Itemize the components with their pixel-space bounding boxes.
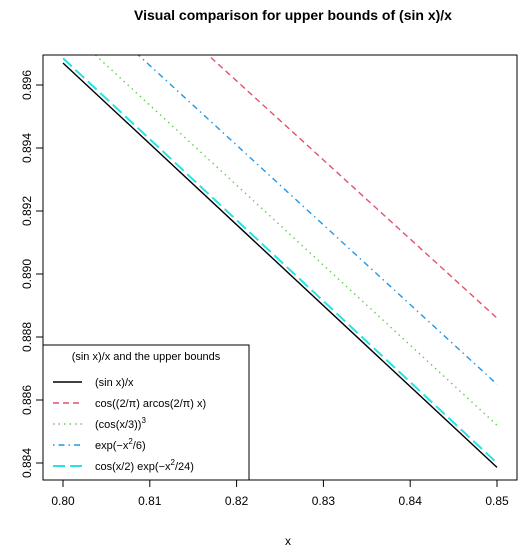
y-tick-label: 0.888	[20, 322, 34, 352]
x-tick-label: 0.81	[138, 494, 162, 508]
y-tick-label: 0.886	[20, 385, 34, 415]
x-tick-label: 0.80	[51, 494, 75, 508]
y-tick-label: 0.894	[20, 133, 34, 163]
legend-box	[42, 344, 250, 481]
series-line-1	[62, 62, 498, 468]
legend-entry-4: exp(−x2/6)	[95, 437, 146, 452]
series-line-5	[62, 57, 498, 464]
series-line-4	[137, 55, 498, 385]
chart-title: Visual comparison for upper bounds of (s…	[134, 7, 452, 23]
x-tick-label: 0.85	[485, 494, 509, 508]
x-tick-label: 0.83	[312, 494, 336, 508]
series-line-2	[207, 55, 498, 319]
y-tick-label: 0.890	[20, 259, 34, 289]
series-layer	[62, 55, 498, 468]
legend-title: (sin x)/x and the upper bounds	[72, 351, 221, 363]
legend-entry-5: cos(x/2) exp(−x2/24)	[95, 458, 194, 473]
y-tick-label: 0.892	[20, 196, 34, 226]
y-tick-label: 0.884	[20, 448, 34, 478]
x-tick-label: 0.82	[225, 494, 249, 508]
x-axis-label: x	[285, 534, 291, 548]
x-axis: 0.80 0.81 0.82 0.83 0.84 0.85	[51, 480, 509, 508]
y-axis: 0.884 0.886 0.888 0.890 0.892 0.894 0.896	[20, 70, 43, 478]
x-tick-label: 0.84	[399, 494, 423, 508]
y-tick-label: 0.896	[20, 70, 34, 100]
legend-entry-2: cos((2/π) arcos(2/π) x)	[95, 398, 206, 410]
plot-frame	[42, 54, 518, 481]
legend-entry-3: (cos(x/3))3	[95, 416, 146, 431]
legend-entry-1: (sin x)/x	[95, 377, 134, 389]
legend: (sin x)/x and the upper bounds (sin x)/x…	[42, 344, 250, 481]
